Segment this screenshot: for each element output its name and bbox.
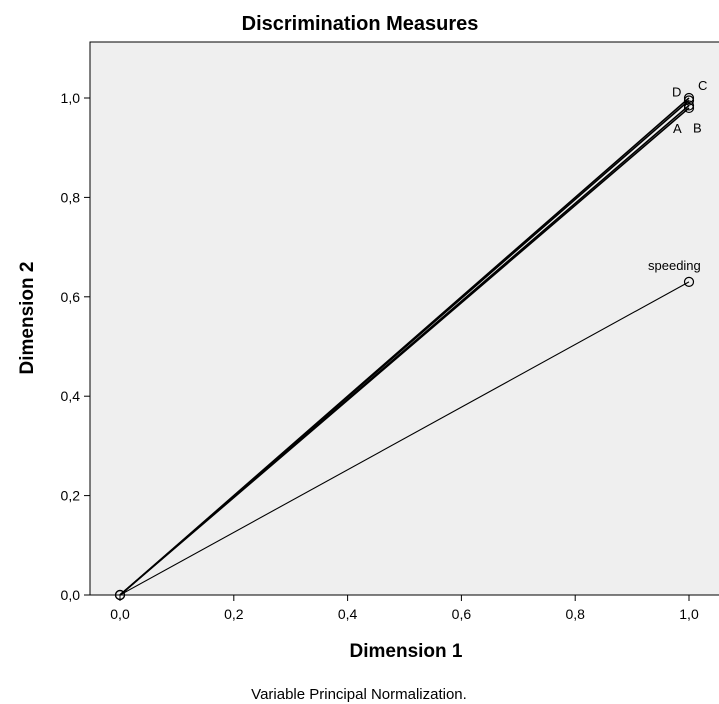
x-tick-label: 0,6 <box>452 606 472 622</box>
data-point-C <box>683 92 695 104</box>
y-tick-label: 0,0 <box>61 587 81 603</box>
x-tick-label: 0,4 <box>338 606 358 622</box>
y-tick-label: 0,4 <box>61 388 81 404</box>
x-axis-label: Dimension 1 <box>350 641 463 662</box>
footnote: Variable Principal Normalization. <box>251 686 467 703</box>
origin-point <box>114 589 126 601</box>
vector-line-speeding <box>119 281 690 596</box>
data-point-D <box>683 95 695 106</box>
vector-line-D <box>119 99 690 596</box>
y-tick-label: 0,2 <box>61 488 81 504</box>
y-tick-label: 0,8 <box>61 189 81 205</box>
data-point-A <box>683 102 695 114</box>
point-label-speeding: speeding <box>648 258 701 273</box>
point-label-D: D <box>672 84 681 99</box>
x-axis: 0,0 0,2 0,4 0,6 0,8 1,0 <box>110 595 699 622</box>
point-label-C: C <box>698 78 707 93</box>
y-tick-label: 0,6 <box>61 289 81 305</box>
plot-area <box>89 41 719 596</box>
x-tick-label: 0,0 <box>110 606 130 622</box>
y-axis: 0,0 0,2 0,4 0,6 0,8 1,0 <box>61 90 90 603</box>
vector-lines <box>114 97 690 601</box>
data-point-speeding <box>683 276 695 287</box>
x-tick-label: 0,8 <box>565 606 585 622</box>
y-axis-label: Dimension 2 <box>17 262 38 375</box>
data-point-B <box>683 100 695 111</box>
y-tick-label: 1,0 <box>61 90 81 106</box>
x-tick-label: 1,0 <box>679 606 699 622</box>
point-label-A: A <box>673 121 682 136</box>
x-tick-label: 0,2 <box>224 606 244 622</box>
chart-title: Discrimination Measures <box>242 13 479 35</box>
point-label-B: B <box>693 120 702 135</box>
